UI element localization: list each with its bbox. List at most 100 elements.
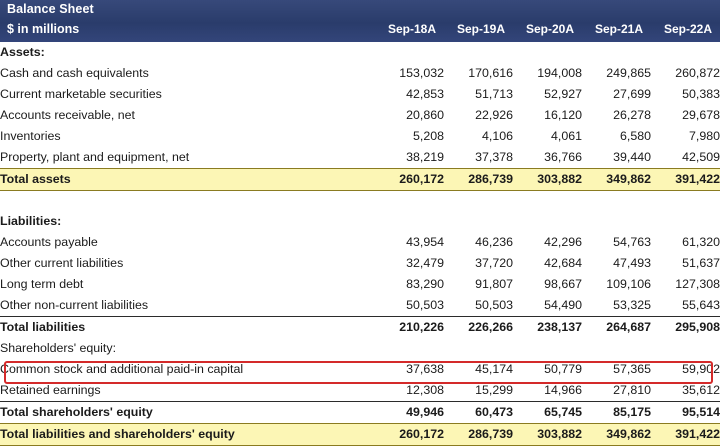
cell-value: 47,493 xyxy=(613,255,651,270)
cell-value: 50,383 xyxy=(682,87,720,101)
table-row: Retained earnings 12,308 15,299 14,966 27,81… xyxy=(0,380,720,402)
row-label: Inventories xyxy=(0,129,61,143)
row-label: Long term debt xyxy=(0,276,84,291)
cell-value: 43,954 xyxy=(406,234,444,249)
balance-sheet-table: Assets: Cash and cash equivalents 153,032 1… xyxy=(0,42,720,446)
cell-value: 91,807 xyxy=(475,276,513,291)
cell-value: 4,061 xyxy=(550,129,582,143)
cell-value: 264,687 xyxy=(582,315,651,338)
cell-value: 95,514 xyxy=(651,400,720,423)
table-row xyxy=(0,191,720,211)
cell-value: 5,208 xyxy=(412,129,444,143)
column-header-sep-18a: Sep-18A xyxy=(387,22,436,36)
cell-value: 98,667 xyxy=(544,276,582,291)
cell-value: 109,106 xyxy=(606,276,651,291)
cell-value: 38,219 xyxy=(406,150,444,164)
cell-value: 50,503 xyxy=(406,297,444,312)
units-subtitle: $ in millions xyxy=(7,22,80,36)
cell-value: 59,902 xyxy=(682,361,720,376)
cell-value: 42,296 xyxy=(544,234,582,249)
cell-value xyxy=(651,338,720,359)
cell-value: 37,638 xyxy=(406,361,444,376)
cell-value: 51,637 xyxy=(682,255,720,270)
cell-value xyxy=(375,211,444,232)
cell-value xyxy=(375,191,444,211)
cell-value xyxy=(444,211,513,232)
cell-value xyxy=(582,211,651,232)
column-header-row: Sep-18A Sep-19A Sep-20A Sep-21A Sep-22A xyxy=(375,22,720,36)
cell-value: 26,278 xyxy=(613,108,651,122)
cell-value: 260,872 xyxy=(675,66,720,80)
row-label: Accounts receivable, net xyxy=(0,108,135,122)
cell-value xyxy=(513,338,582,359)
column-header-sep-20a: Sep-20A xyxy=(525,22,574,36)
cell-value: 210,226 xyxy=(375,315,444,338)
row-label: Other current liabilities xyxy=(0,255,124,270)
cell-value: 27,699 xyxy=(613,87,651,101)
cell-value: 153,032 xyxy=(399,66,444,80)
cell-value: 35,612 xyxy=(682,382,720,397)
table-row: Common stock and additional paid-in capi… xyxy=(0,359,720,380)
row-label: Total liabilities xyxy=(0,315,375,338)
table-row: Other non-current liabilities 50,503 50,50… xyxy=(0,295,720,317)
cell-value xyxy=(444,42,513,63)
row-label: Liabilities: xyxy=(0,213,62,228)
cell-value: 36,766 xyxy=(544,150,582,164)
cell-value xyxy=(651,191,720,211)
cell-value xyxy=(444,338,513,359)
cell-value: 42,509 xyxy=(682,150,720,164)
cell-value: 391,422 xyxy=(651,422,720,446)
cell-value: 260,172 xyxy=(375,422,444,446)
cell-value: 303,882 xyxy=(513,168,582,191)
cell-value: 286,739 xyxy=(444,422,513,446)
cell-value xyxy=(651,211,720,232)
cell-value xyxy=(444,191,513,211)
cell-value: 238,137 xyxy=(513,315,582,338)
cell-value xyxy=(513,211,582,232)
table-row: Liabilities: xyxy=(0,211,720,232)
table-row: Property, plant and equipment, net 38,219… xyxy=(0,147,720,169)
cell-value: 286,739 xyxy=(444,168,513,191)
column-header-sep-22a: Sep-22A xyxy=(663,22,712,36)
cell-value: 249,865 xyxy=(606,66,651,80)
cell-value: 20,860 xyxy=(406,108,444,122)
table-row: Assets: xyxy=(0,42,720,63)
cell-value: 49,946 xyxy=(375,400,444,423)
cell-value: 16,120 xyxy=(544,108,582,122)
cell-value: 349,862 xyxy=(582,422,651,446)
cell-value xyxy=(651,42,720,63)
row-label: Assets: xyxy=(0,45,45,59)
cell-value xyxy=(513,42,582,63)
cell-value: 53,325 xyxy=(613,297,651,312)
row-label: Accounts payable xyxy=(0,234,98,249)
column-header-sep-21a: Sep-21A xyxy=(594,22,643,36)
cell-value: 127,308 xyxy=(675,276,720,291)
cell-value: 194,008 xyxy=(537,66,582,80)
row-label: Total shareholders' equity xyxy=(0,400,375,423)
table-row: Cash and cash equivalents 153,032 170,616 1… xyxy=(0,63,720,84)
row-label: Shareholders' equity: xyxy=(0,340,117,355)
table-row: Total liabilities 210,226 226,266 238,137 26… xyxy=(0,315,720,338)
table-row: Inventories 5,208 4,106 4,061 6,580 7,980 xyxy=(0,126,720,147)
cell-value: 55,643 xyxy=(682,297,720,312)
table-row: Other current liabilities 32,479 37,720 42,… xyxy=(0,253,720,274)
cell-value xyxy=(582,42,651,63)
row-label: Other non-current liabilities xyxy=(0,297,149,312)
cell-value: 37,720 xyxy=(475,255,513,270)
row-label: Total assets xyxy=(0,168,375,191)
cell-value xyxy=(375,338,444,359)
table-row: Total assets 260,172 286,739 303,882 349,862… xyxy=(0,168,720,191)
row-label: Property, plant and equipment, net xyxy=(0,150,190,164)
cell-value: 42,853 xyxy=(406,87,444,101)
cell-value: 391,422 xyxy=(651,168,720,191)
cell-value: 52,927 xyxy=(544,87,582,101)
cell-value: 46,236 xyxy=(475,234,513,249)
cell-value: 12,308 xyxy=(406,382,444,397)
cell-value: 170,616 xyxy=(468,66,513,80)
cell-value: 295,908 xyxy=(651,315,720,338)
cell-value: 85,175 xyxy=(582,400,651,423)
cell-value: 6,580 xyxy=(619,129,651,143)
cell-value xyxy=(582,338,651,359)
row-label: Common stock and additional paid-in capi… xyxy=(0,361,244,376)
cell-value: 61,320 xyxy=(682,234,720,249)
